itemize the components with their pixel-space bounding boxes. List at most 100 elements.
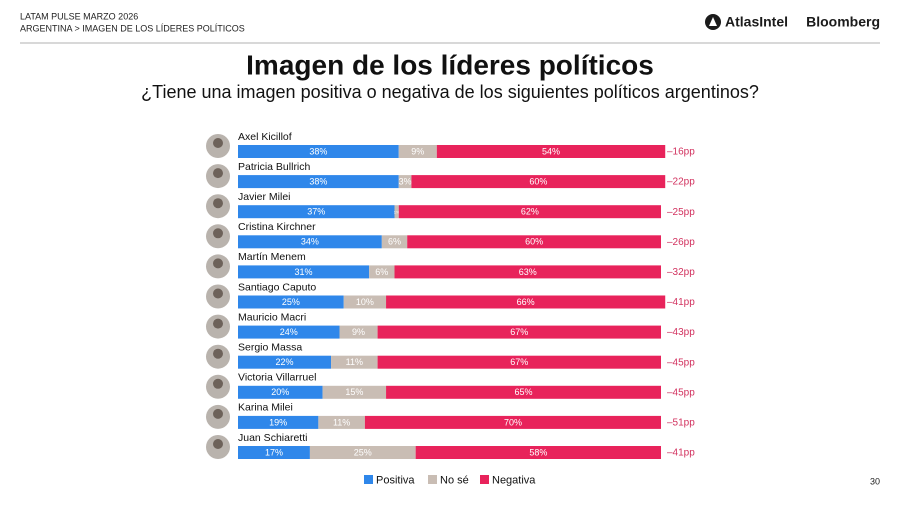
category-label: Javier Milei	[238, 191, 291, 203]
value-label: 62%	[521, 207, 539, 217]
net-label: –45pp	[667, 357, 695, 368]
header-line: ARGENTINA > IMAGEN DE LOS LÍDERES POLÍTI…	[20, 23, 245, 33]
value-label: 38%	[309, 176, 327, 186]
net-label: –41pp	[667, 297, 695, 308]
avatar	[213, 138, 223, 148]
value-label: 58%	[529, 447, 547, 457]
page-number: 30	[870, 476, 880, 486]
value-label: 60%	[525, 237, 543, 247]
bar-segment	[394, 205, 399, 219]
value-label: 6%	[375, 267, 388, 277]
value-label: 65%	[515, 387, 533, 397]
value-label: 54%	[542, 146, 560, 156]
category-label: Patricia Bullrich	[238, 161, 311, 173]
bar-segment	[377, 355, 661, 369]
logo-icon	[709, 17, 717, 26]
bar-segment	[238, 295, 344, 309]
bar-segment	[238, 145, 399, 158]
bar-segment	[238, 265, 370, 279]
bar-segment	[309, 446, 416, 459]
value-label: 31%	[295, 267, 313, 277]
value-label: 20%	[271, 387, 289, 397]
legend-label: No sé	[440, 474, 469, 486]
legend-label: Negativa	[492, 474, 536, 486]
net-label: –22pp	[667, 177, 695, 188]
category-label: Mauricio Macri	[238, 311, 306, 323]
chart-subtitle: ¿Tiene una imagen positiva o negativa de…	[141, 82, 759, 102]
bar-segment	[369, 265, 395, 279]
value-label: 37%	[307, 207, 325, 217]
avatar	[213, 258, 223, 269]
bar-segment	[386, 295, 666, 309]
value-label: 11%	[333, 417, 350, 427]
category-label: Cristina Kirchner	[238, 221, 316, 233]
bar-segment	[407, 235, 661, 249]
value-label: 67%	[510, 357, 528, 367]
brand: AtlasIntel	[725, 14, 788, 30]
bar-segment	[377, 325, 661, 339]
bar-segment	[436, 145, 666, 158]
value-label: 34%	[301, 237, 319, 247]
net-label: –32pp	[667, 267, 695, 278]
category-label: Martín Menem	[238, 251, 306, 263]
legend-swatch	[364, 475, 373, 484]
avatar	[213, 408, 223, 419]
bar-segment	[331, 355, 378, 369]
value-label: 9%	[352, 327, 365, 337]
value-label: 15%	[345, 387, 363, 397]
value-label: 17%	[265, 447, 283, 457]
brand: Bloomberg	[806, 14, 880, 30]
avatar	[213, 288, 223, 299]
bar-segment	[238, 446, 310, 459]
value-label: 70%	[504, 417, 522, 427]
category-label: Karina Milei	[238, 402, 293, 414]
avatar	[213, 348, 223, 359]
bar-segment	[364, 415, 661, 429]
value-label: 11%	[346, 357, 363, 367]
net-label: –45pp	[667, 387, 695, 398]
net-label: –16pp	[667, 147, 695, 158]
value-label: 60%	[529, 176, 547, 186]
bar-segment	[415, 446, 661, 459]
value-label: 25%	[354, 447, 372, 457]
bar-segment	[238, 325, 340, 339]
bar-segment	[398, 205, 661, 219]
value-label: 10%	[356, 297, 374, 307]
bar-segment	[238, 175, 399, 189]
bar-segment	[318, 415, 365, 429]
header-line: LATAM PULSE MARZO 2026	[20, 11, 138, 21]
avatar	[213, 228, 223, 239]
value-label: 9%	[411, 146, 424, 156]
net-label: –26pp	[667, 237, 695, 248]
bar-segment	[238, 385, 323, 399]
bar-segment	[238, 205, 395, 219]
category-label: Sergio Massa	[238, 341, 302, 353]
avatar	[213, 378, 223, 389]
value-label: 3%	[399, 176, 412, 186]
bar-segment	[238, 235, 382, 249]
net-label: –25pp	[667, 207, 695, 218]
bar-segment	[339, 325, 378, 339]
bar-segment	[411, 175, 666, 189]
legend-swatch	[480, 475, 489, 484]
bar-segment	[343, 295, 387, 309]
bar-segment	[238, 415, 319, 429]
value-label: 25%	[282, 297, 300, 307]
avatar	[213, 198, 223, 209]
avatar	[213, 439, 223, 449]
category-label: Juan Schiaretti	[238, 432, 307, 444]
bar-segment	[322, 385, 387, 399]
category-label: Santiago Caputo	[238, 281, 316, 293]
bar-segment	[398, 175, 412, 189]
legend-label: Positiva	[376, 474, 415, 486]
value-label: 19%	[269, 417, 287, 427]
bar-segment	[386, 385, 661, 399]
net-label: –41pp	[667, 448, 695, 459]
avatar	[213, 168, 223, 179]
net-label: –43pp	[667, 327, 695, 338]
bar-segment	[381, 235, 408, 249]
value-label: 63%	[519, 267, 537, 277]
category-label: Victoria Villarruel	[238, 372, 316, 384]
